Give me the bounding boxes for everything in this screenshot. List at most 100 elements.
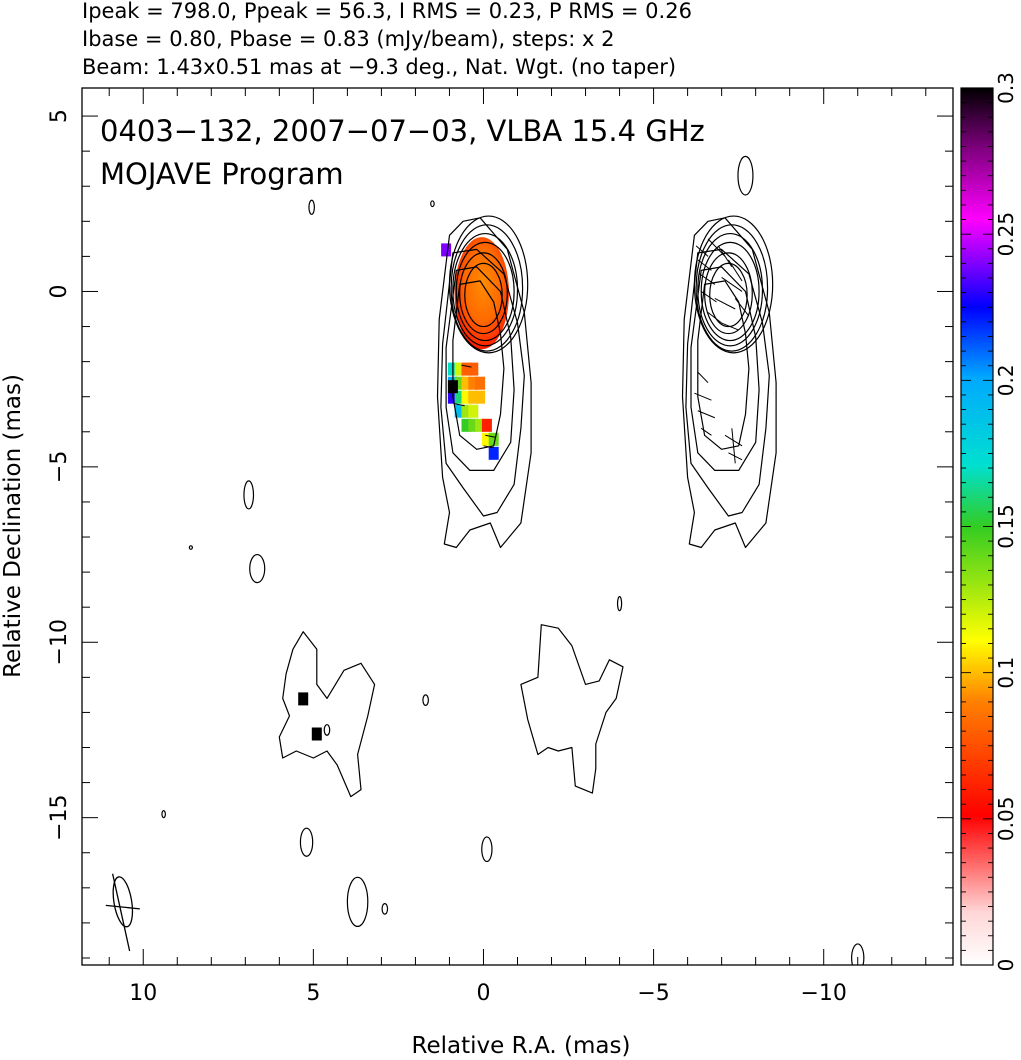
small-contour bbox=[323, 724, 331, 736]
polarization-core bbox=[454, 237, 509, 350]
extended-contour bbox=[278, 631, 376, 798]
polarization-vector bbox=[697, 371, 709, 384]
small-contour bbox=[481, 836, 493, 863]
polarization-vector bbox=[728, 452, 743, 461]
left-core-contour bbox=[452, 232, 519, 347]
y-tick-label: 5 bbox=[47, 109, 72, 123]
x-tick-label: −10 bbox=[800, 981, 846, 1006]
colorbar-tick-label: 0.05 bbox=[994, 797, 1018, 842]
colorbar-tick-label: 0.2 bbox=[994, 364, 1018, 396]
chart-title: 0403−132, 2007−07−03, VLBA 15.4 GHz bbox=[100, 114, 705, 148]
polarization-vector bbox=[700, 291, 717, 303]
x-axis-label: Relative R.A. (mas) bbox=[412, 1033, 631, 1059]
polarization-pixel bbox=[461, 376, 472, 390]
right-jet-contour bbox=[697, 280, 750, 450]
polarization-pixel bbox=[454, 404, 465, 418]
small-contour bbox=[737, 155, 754, 196]
left-core-contour bbox=[459, 252, 508, 335]
right-jet-contour bbox=[685, 248, 770, 517]
polarization-pixel bbox=[454, 390, 465, 404]
polarization-vector bbox=[485, 434, 496, 438]
header-line-1: Ipeak = 798.0, Ppeak = 56.3, I RMS = 0.2… bbox=[82, 0, 692, 23]
polarization-pixel bbox=[475, 376, 486, 390]
polarization-pixel bbox=[461, 390, 472, 404]
plot-content bbox=[105, 155, 865, 965]
polarization-vector bbox=[707, 238, 726, 257]
polarization-vector bbox=[695, 245, 709, 257]
beam-cross-line bbox=[111, 873, 131, 952]
polarization-vector bbox=[734, 298, 750, 317]
polarization-pixel bbox=[441, 243, 452, 257]
small-contour bbox=[161, 810, 166, 819]
colorbar-tick-label: 0.15 bbox=[994, 504, 1018, 549]
small-contour bbox=[851, 943, 865, 965]
polarization-pixel bbox=[488, 446, 499, 460]
polarization-vector bbox=[697, 410, 716, 419]
polarization-pixel bbox=[454, 376, 465, 390]
polarization-pixel bbox=[454, 362, 465, 376]
x-tick-label: 5 bbox=[306, 981, 320, 1006]
extended-contour bbox=[520, 624, 624, 794]
colorbar-tick-label: 0.3 bbox=[994, 72, 1018, 104]
chart-subtitle: MOJAVE Program bbox=[100, 157, 344, 191]
polarization-pixel bbox=[298, 692, 309, 706]
x-tick-label: −5 bbox=[637, 981, 669, 1006]
polarization-vector bbox=[483, 445, 494, 449]
polarization-pixel bbox=[461, 404, 472, 418]
x-tick-label: 10 bbox=[129, 981, 157, 1006]
polarization-vector bbox=[707, 312, 722, 324]
polarization-vector bbox=[721, 322, 739, 331]
small-contour bbox=[243, 480, 255, 510]
y-axis-label: Relative Declination (mas) bbox=[0, 374, 26, 678]
y-tick-label: −10 bbox=[47, 619, 72, 665]
right-core-contour bbox=[704, 252, 753, 335]
polarization-vector bbox=[724, 434, 743, 447]
small-contour bbox=[346, 876, 369, 928]
x-tick-label: 0 bbox=[476, 981, 490, 1006]
right-core-contour bbox=[695, 224, 769, 352]
y-tick-label: −5 bbox=[47, 451, 72, 483]
polarization-pixel bbox=[488, 432, 499, 446]
polarization-pixel bbox=[481, 418, 492, 432]
polarization-vector bbox=[694, 392, 712, 401]
left-jet-contour bbox=[445, 266, 515, 471]
colorbar-ticks: 0 0.05 0.1 0.15 0.2 0.25 0.3 bbox=[961, 72, 1018, 971]
right-core-contour bbox=[697, 232, 764, 347]
left-core-contour bbox=[464, 262, 503, 328]
polarization-pixel bbox=[468, 418, 479, 432]
polarization-pixel bbox=[311, 727, 322, 741]
polarization-pixel bbox=[468, 404, 479, 418]
right-jet-contour bbox=[690, 266, 760, 471]
left-core-contour bbox=[455, 241, 515, 342]
small-contour bbox=[616, 596, 623, 612]
polarization-vector bbox=[454, 403, 465, 407]
polarization-vector bbox=[461, 364, 472, 368]
polarization-vector bbox=[731, 428, 736, 464]
small-contour bbox=[249, 553, 266, 584]
beam-cross-line bbox=[105, 904, 140, 910]
polarization-pixel bbox=[468, 390, 479, 404]
polarization-pixel bbox=[475, 390, 486, 404]
polarization-pixel bbox=[481, 432, 492, 446]
small-contour bbox=[188, 545, 193, 550]
colorbar-tick-label: 0.25 bbox=[994, 212, 1018, 257]
small-contour bbox=[381, 903, 389, 915]
polarization-pixel bbox=[468, 362, 479, 376]
axes: 10 5 0 −5 −10 5 0 −5 −10 −15 bbox=[47, 88, 953, 1006]
polarization-vector bbox=[700, 427, 712, 436]
polarization-vector bbox=[717, 245, 733, 268]
small-contour bbox=[308, 199, 315, 215]
polarization-vector bbox=[714, 298, 736, 310]
colorbar-tick-label: 0 bbox=[994, 959, 1018, 972]
polarization-vector bbox=[697, 259, 712, 271]
left-jet-contour bbox=[440, 248, 525, 517]
polarization-pixel bbox=[461, 362, 472, 376]
left-jet-contour bbox=[436, 217, 532, 549]
header-line-3: Beam: 1.43x0.51 mas at −9.3 deg., Nat. W… bbox=[82, 55, 676, 79]
polarization-pixel bbox=[475, 418, 486, 432]
small-contour bbox=[430, 200, 435, 208]
left-jet-contour bbox=[452, 280, 505, 450]
right-jet-contour bbox=[681, 217, 777, 549]
colorbar-tick-label: 0.1 bbox=[994, 657, 1018, 689]
